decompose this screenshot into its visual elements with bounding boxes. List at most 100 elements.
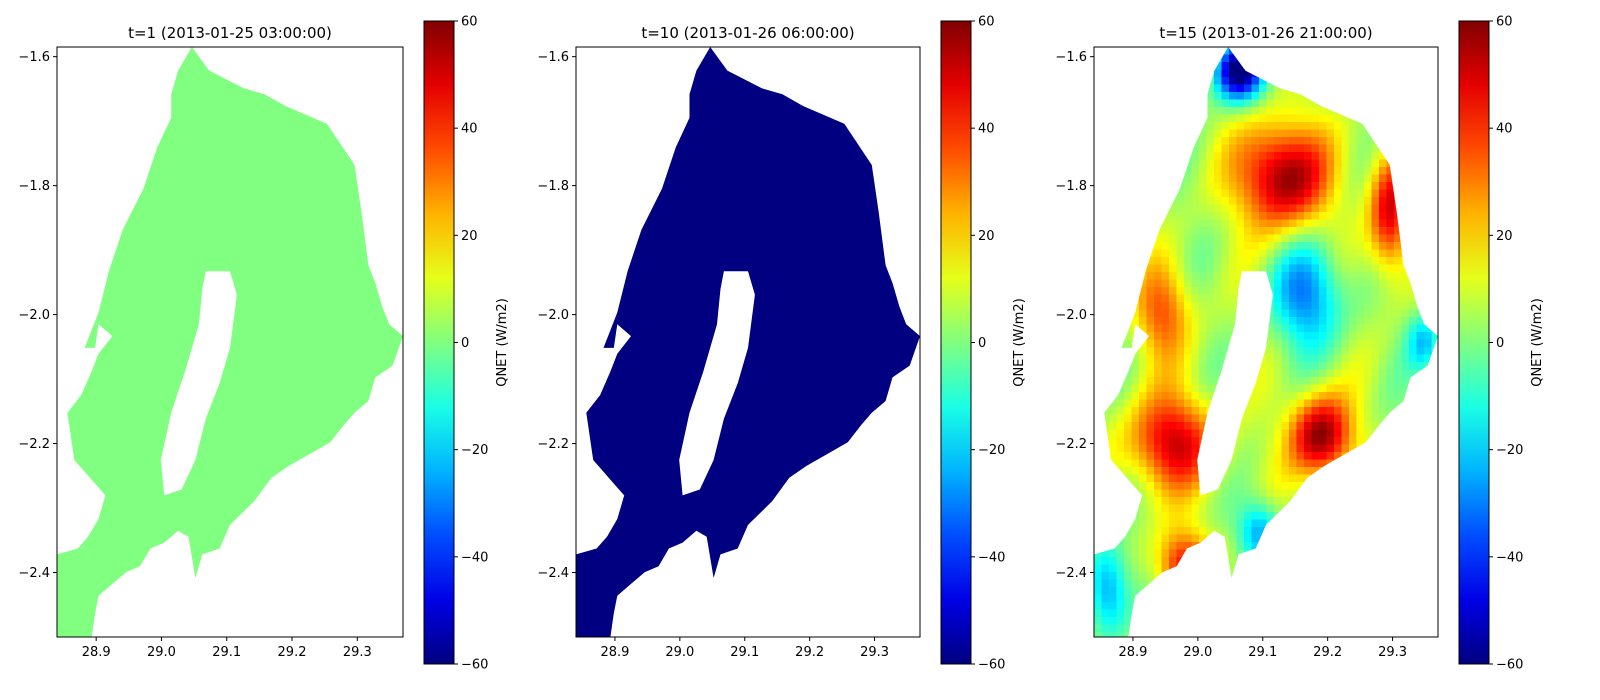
heatmap-cell [1371,527,1380,535]
heatmap-cell [1424,489,1432,498]
heatmap-cell [1124,602,1132,610]
colorbar-label: QNET (W/m2) [495,298,510,387]
heatmap-cell [1296,152,1305,160]
heatmap-cell [1206,632,1215,637]
heatmap-cell [1184,272,1192,280]
heatmap-cell [1266,249,1275,258]
heatmap-cell [1274,399,1282,408]
heatmap-cell [1356,99,1365,108]
heatmap-cell [1334,47,1342,55]
heatmap-cell [1244,227,1252,235]
heatmap-cell [1326,99,1335,108]
colorbar-tick-label: 0 [461,336,469,351]
heatmap-cell [1109,279,1117,288]
heatmap-cell [1379,347,1387,355]
heatmap-cell [1116,429,1125,438]
heatmap-cell [1259,459,1267,468]
heatmap-cell [1116,279,1125,288]
heatmap-cell [1424,504,1432,513]
heatmap-cell [1161,369,1170,378]
heatmap-cell [1139,347,1147,355]
heatmap-cell [1146,294,1155,303]
heatmap-cell [1214,84,1222,93]
heatmap-cell [1131,407,1140,415]
heatmap-cell [1221,287,1230,295]
heatmap-cell [1116,482,1125,490]
heatmap-cell [1386,482,1395,490]
heatmap-cell [1281,69,1290,78]
heatmap-cell [1386,302,1395,310]
heatmap-cell [1116,347,1125,355]
heatmap-cell [1199,249,1207,258]
heatmap-cell [1319,84,1327,93]
heatmap-cell [1349,242,1357,250]
heatmap-cell [1094,617,1102,625]
heatmap-cell [1251,534,1260,543]
heatmap-cell [1394,219,1402,228]
heatmap-cell [1394,249,1402,258]
heatmap-cell [1371,609,1380,618]
heatmap-cell [1101,152,1110,160]
heatmap-cell [1356,407,1365,415]
heatmap-cell [1311,444,1320,453]
heatmap-cell [1094,309,1102,318]
heatmap-cell [1109,549,1117,558]
heatmap-cell [1311,497,1320,505]
heatmap-cell [1124,129,1132,138]
heatmap-cell [1199,512,1207,520]
heatmap-cell [1154,294,1162,303]
heatmap-cell [1161,62,1170,70]
heatmap-cell [1161,579,1170,588]
heatmap-cell [1281,362,1290,370]
heatmap-cell [1131,339,1140,348]
heatmap-cell [1296,429,1305,438]
heatmap-cell [1169,549,1177,558]
heatmap-cell [1169,159,1177,168]
x-tick-label: 28.9 [82,645,111,660]
heatmap-cell [1394,564,1402,573]
heatmap-cell [1184,542,1192,550]
heatmap-cell [1139,219,1147,228]
heatmap-cell [1349,99,1357,108]
heatmap-cell [1416,114,1425,123]
heatmap-cell [1266,489,1275,498]
heatmap-cell [1266,624,1275,633]
heatmap-cell [1221,422,1230,430]
heatmap-cell [1356,512,1365,520]
heatmap-cell [1131,129,1140,138]
heatmap-cell [1386,399,1395,408]
heatmap-cell [1244,369,1252,378]
heatmap-cell [1371,54,1380,63]
heatmap-cell [1161,392,1170,400]
heatmap-cell [1109,227,1117,235]
heatmap-cell [1206,294,1215,303]
heatmap-cell [1311,249,1320,258]
x-tick-label: 29.3 [860,645,889,660]
heatmap-cell [1116,437,1125,445]
heatmap-cell [1409,137,1417,145]
heatmap-cell [1274,69,1282,78]
heatmap-cell [1101,129,1110,138]
heatmap-cell [1259,212,1267,220]
heatmap-cell [1401,429,1410,438]
heatmap-cell [1131,362,1140,370]
heatmap-cell [1409,624,1417,633]
heatmap-cell [1199,414,1207,423]
heatmap-cell [1236,62,1245,70]
heatmap-cell [1191,309,1200,318]
heatmap-cell [1244,332,1252,340]
heatmap-cell [1139,77,1147,85]
heatmap-cell [1364,339,1372,348]
heatmap-cell [1199,309,1207,318]
heatmap-cell [1184,452,1192,460]
heatmap-cell [1236,249,1245,258]
heatmap-cell [1094,264,1102,273]
heatmap-cell [1214,624,1222,633]
heatmap-cell [1274,99,1282,108]
heatmap-cell [1109,302,1117,310]
heatmap-cell [1109,189,1117,198]
heatmap-cell [1274,129,1282,138]
heatmap-cell [1101,212,1110,220]
heatmap-cell [1289,204,1297,213]
heatmap-cell [1424,632,1432,637]
